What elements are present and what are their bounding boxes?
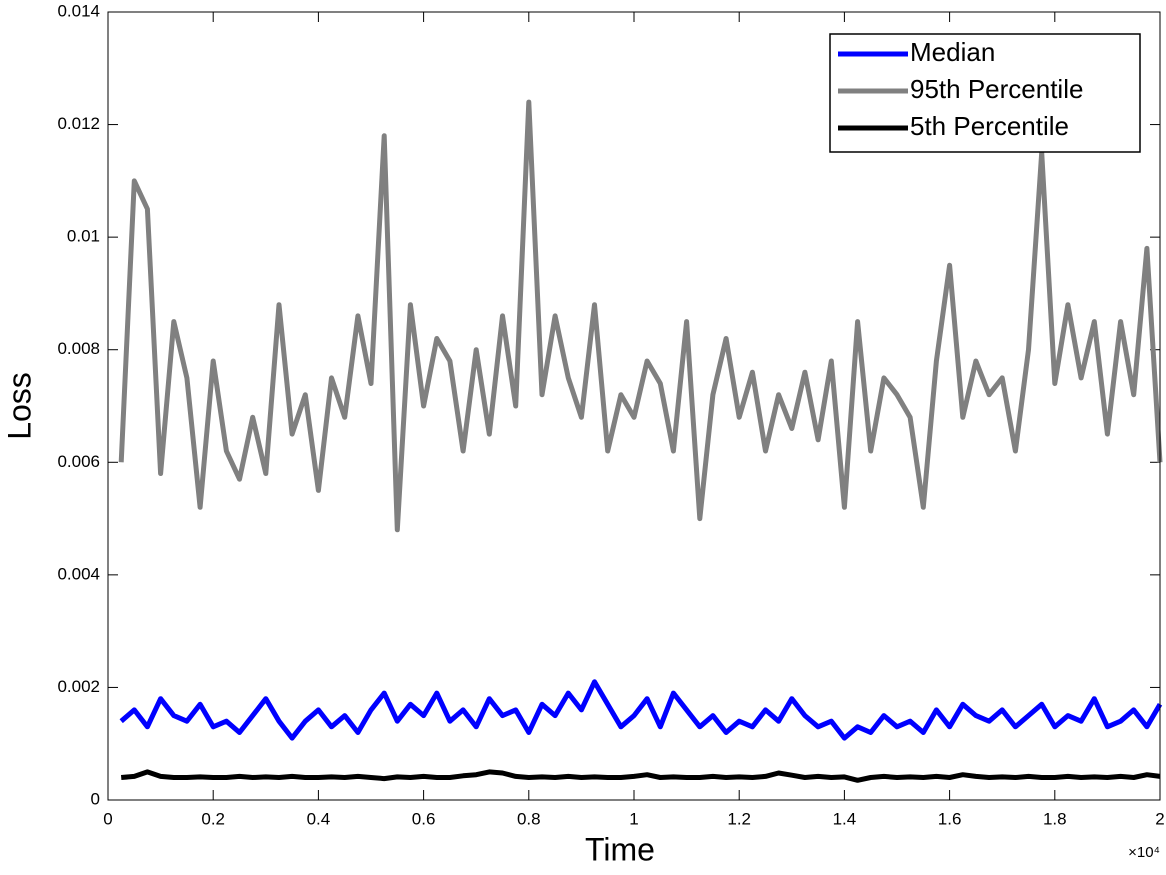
x-axis-label: Time bbox=[585, 831, 655, 867]
legend-label: Median bbox=[910, 37, 995, 67]
plot-frame bbox=[107, 11, 1161, 801]
x-tick-label: 2 bbox=[1155, 809, 1164, 828]
y-axis-label: Loss bbox=[1, 372, 37, 440]
series-line bbox=[120, 769, 1161, 783]
x-multiplier: ×10⁴ bbox=[1128, 844, 1160, 861]
series-line bbox=[118, 99, 1163, 533]
x-tick-label: 0 bbox=[103, 809, 112, 828]
y-tick-label: 0.012 bbox=[57, 114, 100, 133]
x-tick-label: 0.6 bbox=[412, 809, 436, 828]
y-tick-label: 0.014 bbox=[57, 1, 100, 20]
y-tick-label: 0 bbox=[91, 789, 100, 808]
x-tick-label: 0.8 bbox=[517, 809, 541, 828]
y-tick-label: 0.006 bbox=[57, 452, 100, 471]
series-line bbox=[119, 679, 1163, 741]
x-tick-label: 0.2 bbox=[201, 809, 225, 828]
legend-label: 95th Percentile bbox=[910, 74, 1083, 104]
y-tick-label: 0.01 bbox=[67, 227, 100, 246]
y-tick-label: 0.008 bbox=[57, 339, 100, 358]
x-tick-label: 0.4 bbox=[307, 809, 331, 828]
y-tick-label: 0.002 bbox=[57, 677, 100, 696]
x-tick-label: 1.4 bbox=[833, 809, 857, 828]
x-tick-label: 1 bbox=[629, 809, 638, 828]
legend-label: 5th Percentile bbox=[910, 111, 1069, 141]
x-tick-label: 1.2 bbox=[727, 809, 751, 828]
x-tick-label: 1.6 bbox=[938, 809, 962, 828]
x-tick-label: 1.8 bbox=[1043, 809, 1067, 828]
y-tick-label: 0.004 bbox=[57, 564, 100, 583]
